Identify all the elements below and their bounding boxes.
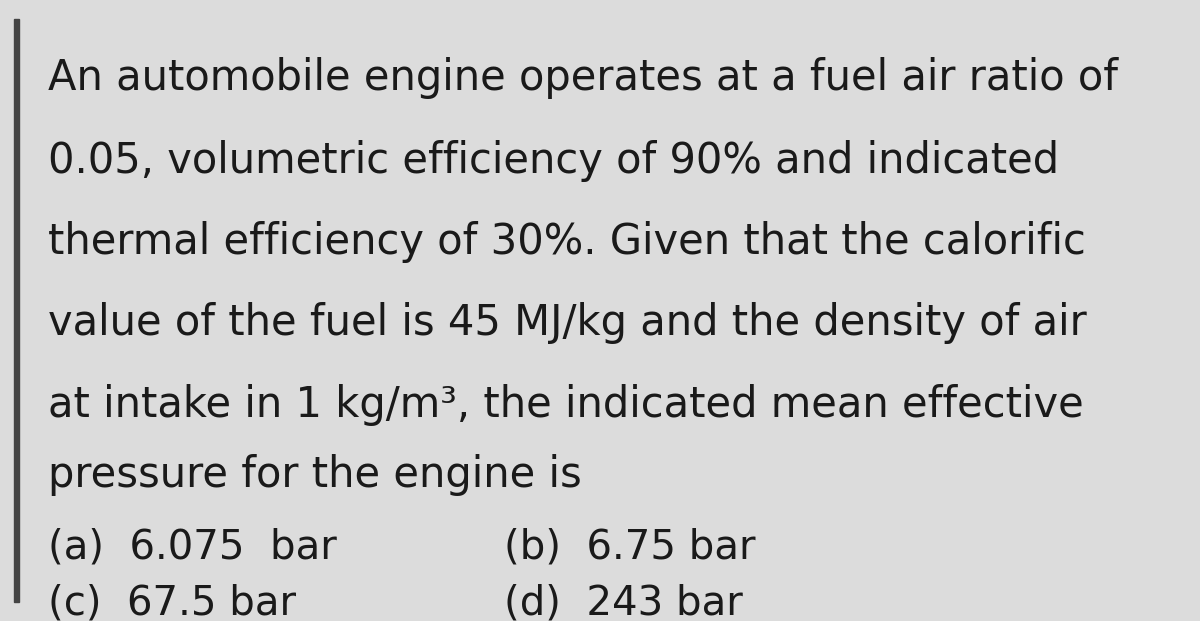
Text: (c)  67.5 bar: (c) 67.5 bar: [48, 584, 296, 621]
Text: (a)  6.075  bar: (a) 6.075 bar: [48, 528, 337, 568]
Text: value of the fuel is 45 MJ/kg and the density of air: value of the fuel is 45 MJ/kg and the de…: [48, 302, 1087, 344]
Text: (b)  6.75 bar: (b) 6.75 bar: [504, 528, 756, 568]
Text: (d)  243 bar: (d) 243 bar: [504, 584, 743, 621]
Text: 0.05, volumetric efficiency of 90% and indicated: 0.05, volumetric efficiency of 90% and i…: [48, 140, 1060, 183]
Text: pressure for the engine is: pressure for the engine is: [48, 454, 582, 496]
Text: An automobile engine operates at a fuel air ratio of: An automobile engine operates at a fuel …: [48, 57, 1118, 99]
Text: thermal efficiency of 30%. Given that the calorific: thermal efficiency of 30%. Given that th…: [48, 221, 1086, 263]
Text: at intake in 1 kg/m³, the indicated mean effective: at intake in 1 kg/m³, the indicated mean…: [48, 384, 1084, 426]
Bar: [14, 19, 19, 602]
